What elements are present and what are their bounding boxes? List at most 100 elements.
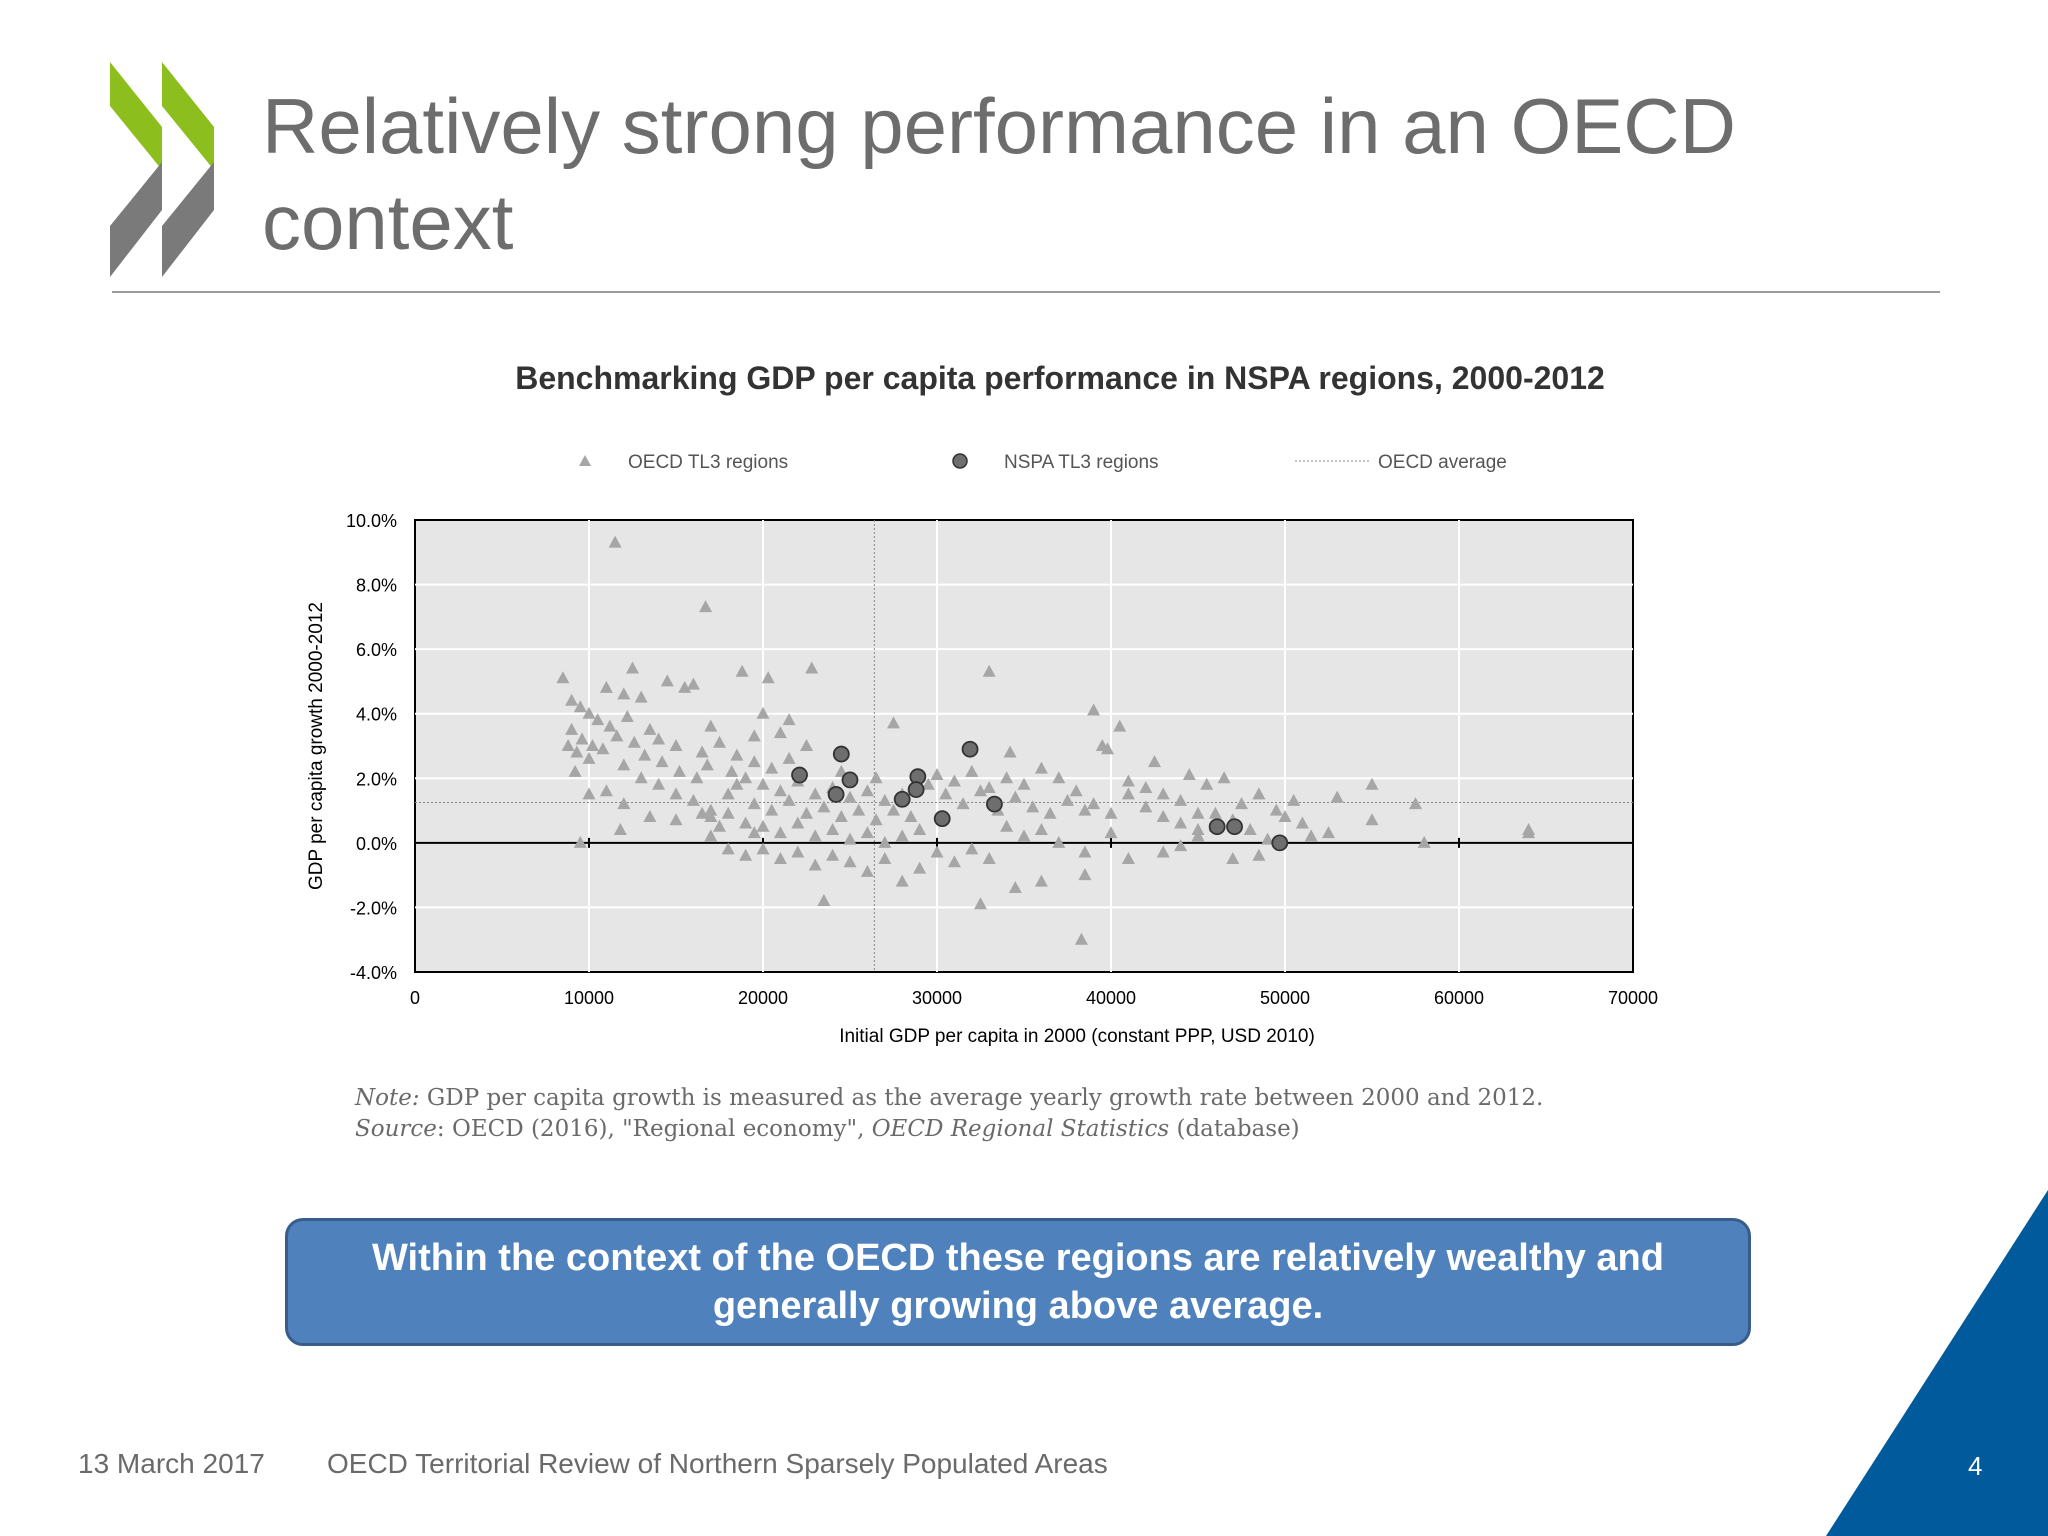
data-point-oecd-tl3 [765,803,779,816]
data-point-oecd-tl3 [643,722,657,735]
data-point-oecd-tl3 [627,735,641,748]
data-point-oecd-tl3 [573,700,587,713]
data-point-nspa-tl3 [933,810,951,828]
data-point-oecd-tl3 [817,893,831,906]
data-point-oecd-tl3 [739,771,753,784]
x-tick-label: 20000 [738,988,788,1008]
data-point-oecd-tl3 [713,819,726,832]
data-point-oecd-tl3 [834,810,848,823]
data-point-oecd-tl3 [808,858,822,871]
data-point-oecd-tl3 [782,751,796,764]
data-point-oecd-tl3 [1365,813,1379,826]
key-message-callout: Within the context of the OECD these reg… [285,1218,1751,1346]
data-point-oecd-tl3 [617,797,631,810]
x-tick-label: 0 [410,988,420,1008]
legend-marker-oecd-tl3 [579,455,591,466]
legend-label-oecd-average: OECD average [1378,452,1507,473]
data-point-oecd-tl3 [704,829,718,842]
data-point-oecd-tl3 [878,793,892,806]
data-point-oecd-tl3 [669,739,683,751]
data-point-oecd-tl3 [1208,806,1222,819]
data-point-oecd-tl3 [1322,826,1335,839]
data-point-oecd-tl3 [672,764,686,777]
y-tick-label: 10.0% [346,511,397,531]
data-point-oecd-tl3 [713,735,726,748]
data-point-oecd-tl3 [1078,803,1092,816]
data-point-oecd-tl3 [660,674,674,687]
data-point-oecd-tl3 [930,845,944,858]
data-point-oecd-tl3 [1191,806,1205,819]
data-point-oecd-tl3 [808,787,822,800]
data-point-oecd-tl3 [686,677,700,690]
data-point-oecd-tl3 [1074,932,1088,945]
data-point-oecd-tl3 [756,706,770,719]
data-point-oecd-tl3 [599,784,613,797]
data-point-oecd-tl3 [982,780,996,793]
data-point-oecd-tl3 [800,806,813,819]
data-point-oecd-tl3 [591,713,605,726]
data-point-oecd-tl3 [747,826,761,839]
data-point-oecd-tl3 [895,874,909,887]
data-point-nspa-tl3 [1271,834,1289,852]
data-point-oecd-tl3 [947,774,961,787]
data-point-oecd-tl3 [739,848,753,861]
slide-title: Relatively strong performance in an OECD… [262,82,1736,266]
data-point-oecd-tl3 [773,726,787,739]
data-point-nspa-tl3 [832,745,850,763]
y-tick-label: 0.0% [356,834,397,854]
legend-label-oecd-tl3: OECD TL3 regions [628,452,788,473]
data-point-oecd-tl3 [773,826,787,839]
data-point-oecd-tl3 [678,680,692,693]
source-text-1: : OECD (2016), "Regional economy", [436,1116,872,1142]
data-point-oecd-tl3 [761,671,775,684]
data-point-oecd-tl3 [1174,839,1188,852]
x-axis-label: Initial GDP per capita in 2000 (constant… [839,1026,1315,1047]
data-point-nspa-tl3 [841,771,859,789]
data-point-oecd-tl3 [652,777,666,790]
chart-title: Benchmarking GDP per capita performance … [515,360,1605,396]
data-point-oecd-tl3 [947,855,961,868]
data-point-oecd-tl3 [643,810,657,823]
note-text: GDP per capita growth is measured as the… [419,1085,1544,1111]
data-point-oecd-tl3 [561,739,575,751]
data-point-oecd-tl3 [852,803,866,816]
data-point-oecd-tl3 [1139,800,1153,813]
data-point-oecd-tl3 [860,826,874,839]
x-tick-label: 30000 [912,988,962,1008]
corner-decoration [1826,1190,2048,1536]
data-point-oecd-tl3 [1304,829,1318,842]
data-point-oecd-tl3 [610,729,624,742]
data-point-oecd-tl3 [1261,832,1275,845]
x-tick-label: 10000 [564,988,614,1008]
y-tick-label: 8.0% [356,576,397,596]
data-point-oecd-tl3 [1104,806,1118,819]
data-point-oecd-tl3 [1121,774,1135,787]
data-point-oecd-tl3 [930,768,944,781]
data-point-nspa-tl3 [907,781,925,798]
data-point-oecd-tl3 [1061,793,1074,806]
legend-marker-nspa-tl3 [952,453,968,469]
data-point-oecd-tl3 [704,803,718,816]
data-point-oecd-tl3 [1034,822,1048,835]
source-label: Source [355,1116,437,1142]
data-point-oecd-tl3 [1026,800,1040,813]
data-point-oecd-tl3 [1191,829,1205,842]
data-point-oecd-tl3 [652,732,666,745]
data-point-oecd-tl3 [596,742,610,755]
data-point-oecd-tl3 [921,777,935,790]
data-point-oecd-tl3 [756,777,770,790]
data-point-oecd-tl3 [735,664,749,677]
data-point-oecd-tl3 [773,852,787,864]
data-point-oecd-tl3 [887,803,900,816]
data-point-oecd-tl3 [1156,845,1170,858]
data-point-oecd-tl3 [1278,810,1292,823]
data-point-oecd-tl3 [765,761,779,774]
data-point-oecd-tl3 [1252,787,1266,800]
data-point-oecd-tl3 [582,787,596,800]
data-point-oecd-tl3 [1034,761,1048,774]
data-point-oecd-tl3 [1252,848,1266,861]
data-point-oecd-tl3 [1287,793,1301,806]
data-point-oecd-tl3 [556,671,570,684]
data-point-oecd-tl3 [800,739,813,751]
